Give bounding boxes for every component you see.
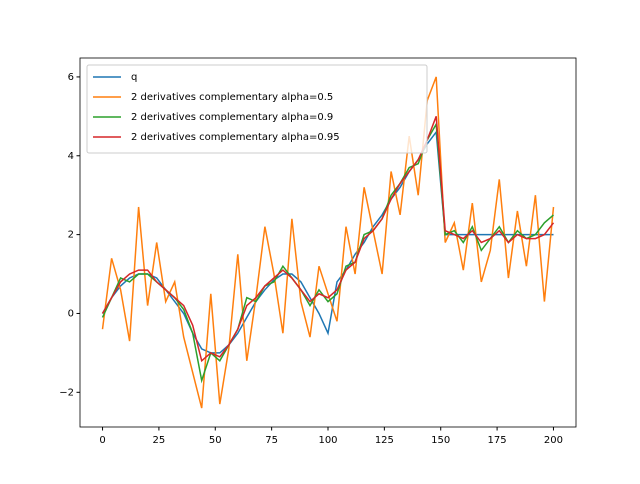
x-tick-label: 100 [318, 435, 337, 446]
y-tick-label: 6 [68, 72, 74, 83]
legend-box [86, 64, 428, 154]
legend-label: 2 derivatives complementary alpha=0.9 [131, 112, 333, 123]
y-tick-label: 4 [68, 151, 74, 162]
x-tick-label: 25 [153, 435, 166, 446]
series-line [101, 121, 554, 384]
x-tick-label: 150 [431, 435, 450, 446]
legend-label: 2 derivatives complementary alpha=0.95 [131, 132, 340, 143]
x-tick-label: 75 [265, 435, 278, 446]
x-tick-label: 50 [209, 435, 222, 446]
legend-label: q [131, 72, 137, 83]
x-tick-label: 200 [544, 435, 563, 446]
x-tick-label: 0 [99, 435, 105, 446]
x-tick-label: 125 [375, 435, 394, 446]
legend-label: 2 derivatives complementary alpha=0.5 [131, 92, 333, 103]
plot-frame [79, 57, 577, 428]
series-line [101, 116, 555, 363]
x-tick-label: 175 [488, 435, 507, 446]
y-tick-label: 2 [68, 230, 74, 241]
series-line [101, 130, 554, 354]
y-tick-label: 0 [68, 308, 74, 319]
y-tick-label: −2 [59, 387, 74, 398]
